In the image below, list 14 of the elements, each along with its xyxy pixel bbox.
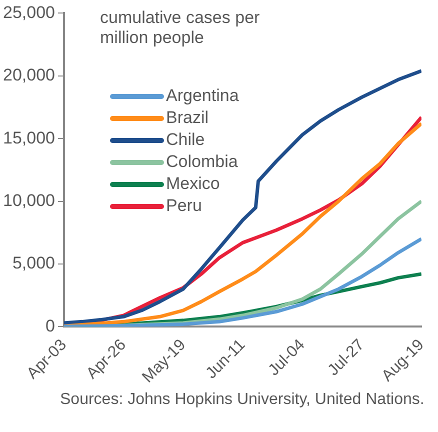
legend-label: Argentina [166,85,239,107]
legend-label: Colombia [166,151,238,173]
y-axis-title: cumulative cases per million people [100,8,261,48]
legend-label: Peru [166,195,202,217]
y-tick-label: 20,000 [2,66,55,85]
y-tick-label: 15,000 [2,128,55,148]
legend-label: Chile [166,129,205,151]
legend-label: Brazil [166,107,209,129]
y-tick-label: 25,000 [2,2,55,22]
legend-label: Mexico [166,173,220,195]
y-tick-label: 0 [46,316,55,336]
y-tick-label: 10,000 [2,190,55,210]
y-tick-label: 5,000 [12,254,55,273]
source-note: Sources: Johns Hopkins University, United Nations. [60,390,426,410]
